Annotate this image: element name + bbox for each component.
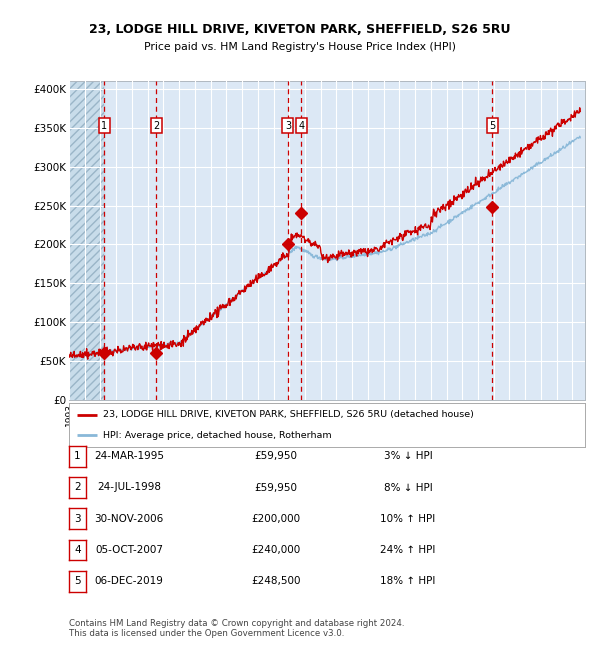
Text: 1: 1 [101,120,107,131]
Text: 24-MAR-1995: 24-MAR-1995 [94,451,164,462]
Text: Price paid vs. HM Land Registry's House Price Index (HPI): Price paid vs. HM Land Registry's House … [144,42,456,52]
Text: 10% ↑ HPI: 10% ↑ HPI [380,514,436,524]
Text: 24-JUL-1998: 24-JUL-1998 [97,482,161,493]
Text: £200,000: £200,000 [251,514,301,524]
Text: £59,950: £59,950 [254,451,298,462]
Text: 30-NOV-2006: 30-NOV-2006 [94,514,164,524]
Text: 06-DEC-2019: 06-DEC-2019 [95,576,163,586]
Bar [69,81,104,400]
Text: 2: 2 [74,482,81,493]
Text: 05-OCT-2007: 05-OCT-2007 [95,545,163,555]
Text: 3: 3 [285,120,291,131]
Text: 5: 5 [490,120,496,131]
Bar [69,81,104,400]
Text: 18% ↑ HPI: 18% ↑ HPI [380,576,436,586]
Text: £240,000: £240,000 [251,545,301,555]
Text: 23, LODGE HILL DRIVE, KIVETON PARK, SHEFFIELD, S26 5RU: 23, LODGE HILL DRIVE, KIVETON PARK, SHEF… [89,23,511,36]
Text: 4: 4 [298,120,304,131]
Text: 23, LODGE HILL DRIVE, KIVETON PARK, SHEFFIELD, S26 5RU (detached house): 23, LODGE HILL DRIVE, KIVETON PARK, SHEF… [103,410,473,419]
Text: 5: 5 [74,576,81,586]
Text: 1: 1 [74,451,81,462]
Text: £248,500: £248,500 [251,576,301,586]
Text: 2: 2 [154,120,160,131]
Text: 8% ↓ HPI: 8% ↓ HPI [383,482,433,493]
Text: 24% ↑ HPI: 24% ↑ HPI [380,545,436,555]
Text: Contains HM Land Registry data © Crown copyright and database right 2024.
This d: Contains HM Land Registry data © Crown c… [69,619,404,638]
Text: HPI: Average price, detached house, Rotherham: HPI: Average price, detached house, Roth… [103,431,331,440]
Text: 4: 4 [74,545,81,555]
Text: 3% ↓ HPI: 3% ↓ HPI [383,451,433,462]
Text: £59,950: £59,950 [254,482,298,493]
Text: 3: 3 [74,514,81,524]
